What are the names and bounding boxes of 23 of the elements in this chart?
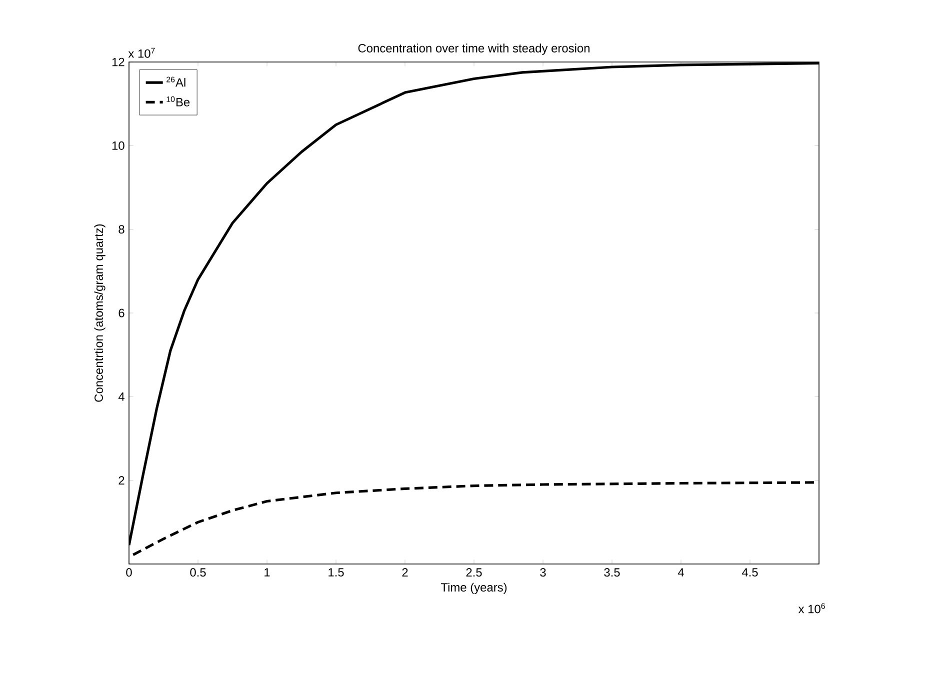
y-tick-label: 8 [118,225,124,234]
x-tick-label: 4 [678,568,684,576]
text: x 10$^{7}$ [128,48,155,58]
x-tick-label: 3 [540,568,546,577]
x-tick-label: 3.5 [604,568,620,577]
y-tick-label: 2 [118,476,124,485]
y-tick-label: 6 [118,308,124,318]
y-axis-title: Concentrtion (atoms/gram quartz) [94,224,106,402]
x-tick-label: 1.5 [328,568,344,577]
x-tick-label: 0.5 [190,568,206,577]
x-tick-label: 1 [264,568,270,576]
chart-title: Concentration over time with steady erosion [358,44,590,55]
legend-label: $^{26}$Al [166,76,186,87]
x-tick-label: 0 [126,568,132,577]
y-tick-label: 12 [112,58,124,66]
legend-label: $^{10}$Be [166,96,190,106]
x-tick-label: 2.5 [466,568,482,577]
x-tick-label: 2 [402,568,408,577]
text: x 10$^{6}$ [798,603,825,614]
x-tick-label: 4.5 [742,568,758,577]
y-tick-label: 4 [118,392,124,401]
y-tick-label: 10 [112,141,124,150]
x-axis-title: Time (years) [440,582,507,594]
